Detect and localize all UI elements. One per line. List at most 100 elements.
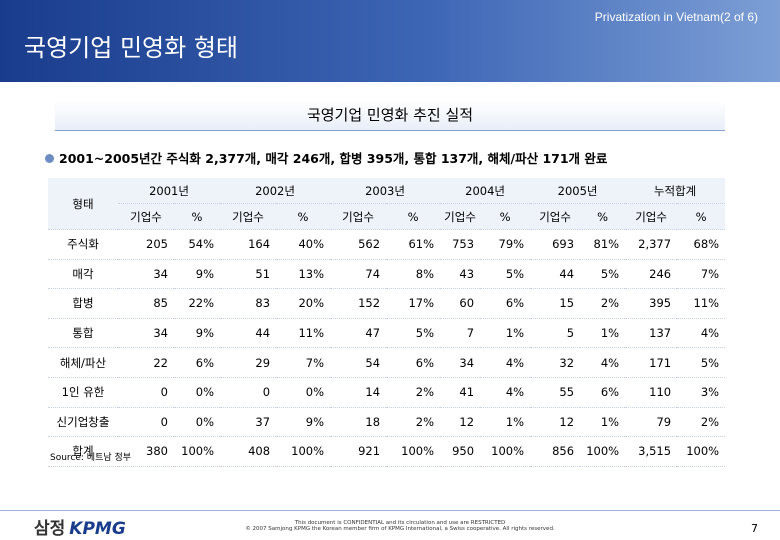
- cell: 34: [118, 318, 174, 349]
- cell: 1%: [580, 407, 626, 438]
- cell: 9%: [174, 259, 221, 290]
- cell: 2%: [677, 407, 726, 438]
- cell: 0%: [276, 377, 331, 408]
- cell: 22%: [174, 288, 221, 319]
- cell: 6%: [480, 288, 531, 319]
- sub-header: %: [480, 203, 531, 230]
- cell: 152: [330, 288, 387, 319]
- cell: 4%: [580, 347, 626, 378]
- cell: 12: [530, 407, 581, 438]
- notice: This document is CONFIDENTIAL and its ci…: [230, 520, 570, 532]
- cell: 408: [220, 436, 277, 467]
- notice-text: This document is CONFIDENTIAL and its ci…: [294, 520, 506, 526]
- sub-header: %: [174, 203, 221, 230]
- cell: 950: [440, 436, 481, 467]
- row-label: 주식화: [48, 229, 118, 260]
- cell: 6%: [386, 347, 441, 378]
- corner-header: 형태: [48, 178, 118, 230]
- cell: 51: [220, 259, 277, 290]
- cell: 41: [440, 377, 481, 408]
- cell: 34: [440, 347, 481, 378]
- cell: 60: [440, 288, 481, 319]
- group-header: 2002년: [220, 178, 331, 204]
- table-row: 신기업창출 0 0% 37 9% 18 2% 12 1% 12 1% 79 2%: [48, 407, 726, 438]
- section-label: Privatization in Vietnam(2 of 6): [594, 10, 758, 24]
- row-label: 매각: [48, 259, 118, 290]
- cell: 7%: [276, 347, 331, 378]
- row-label: 신기업창출: [48, 407, 118, 438]
- cell: 74: [330, 259, 387, 290]
- cell: 100%: [580, 436, 626, 467]
- group-header: 2001년: [118, 178, 221, 204]
- logo: 삼정 KPMG: [34, 514, 126, 539]
- bullet: 2001~2005년간 주식화 2,377개, 매각 246개, 합병 395개…: [45, 148, 607, 167]
- cell: 79: [625, 407, 678, 438]
- row-label: 통합: [48, 318, 118, 349]
- cell: 100%: [386, 436, 441, 467]
- table-row: 합계 380 100% 408 100% 921 100% 950 100% 856 100% 3,5…: [48, 436, 726, 467]
- cell: 205: [118, 229, 174, 260]
- cell: 61%: [386, 229, 441, 260]
- cell: 100%: [276, 436, 331, 467]
- cell: 753: [440, 229, 481, 260]
- sub-header: %: [386, 203, 441, 230]
- copyright: © 2007 Samjong KPMG the Korean member fi…: [245, 526, 555, 532]
- cell: 79%: [480, 229, 531, 260]
- cell: 85: [118, 288, 174, 319]
- cell: 0%: [174, 377, 221, 408]
- footer-line: [0, 510, 780, 511]
- table-row: 1인 유한 0 0% 0 0% 14 2% 41 4% 55 6% 110 3%: [48, 377, 726, 408]
- cell: 5: [530, 318, 581, 349]
- cell: 12: [440, 407, 481, 438]
- cell: 3,515: [625, 436, 678, 467]
- cell: 6%: [174, 347, 221, 378]
- cell: 2%: [580, 288, 626, 319]
- cell: 9%: [174, 318, 221, 349]
- logo-en: KPMG: [69, 519, 126, 539]
- subtitle: 국영기업 민영화 추진 실적: [55, 100, 725, 131]
- page-number: 7: [751, 522, 758, 535]
- cell: 29: [220, 347, 277, 378]
- cell: 3%: [677, 377, 726, 408]
- row-label: 1인 유한: [48, 377, 118, 408]
- cell: 7%: [677, 259, 726, 290]
- sub-header: 기업수: [330, 203, 387, 230]
- row-label: 해체/파산: [48, 347, 118, 378]
- table-row: 해체/파산 22 6% 29 7% 54 6% 34 4% 32 4% 171 5%: [48, 347, 726, 378]
- cell: 8%: [386, 259, 441, 290]
- cell: 13%: [276, 259, 331, 290]
- cell: 7: [440, 318, 481, 349]
- table-row: 매각 34 9% 51 13% 74 8% 43 5% 44 5% 246 7%: [48, 259, 726, 290]
- cell: 47: [330, 318, 387, 349]
- cell: 5%: [677, 347, 726, 378]
- sub-header: %: [677, 203, 726, 230]
- logo-ko: 삼정: [34, 519, 66, 539]
- cell: 5%: [480, 259, 531, 290]
- cell: 68%: [677, 229, 726, 260]
- cell: 380: [118, 436, 174, 467]
- cell: 40%: [276, 229, 331, 260]
- group-header: 2005년: [530, 178, 626, 204]
- sub-header: 기업수: [440, 203, 481, 230]
- cell: 4%: [480, 347, 531, 378]
- cell: 1%: [480, 407, 531, 438]
- cell: 22: [118, 347, 174, 378]
- cell: 100%: [677, 436, 726, 467]
- cell: 55: [530, 377, 581, 408]
- cell: 137: [625, 318, 678, 349]
- sub-header: 기업수: [530, 203, 581, 230]
- cell: 1%: [480, 318, 531, 349]
- cell: 110: [625, 377, 678, 408]
- cell: 2%: [386, 377, 441, 408]
- cell: 856: [530, 436, 581, 467]
- cell: 100%: [174, 436, 221, 467]
- row-label: 합병: [48, 288, 118, 319]
- cell: 37: [220, 407, 277, 438]
- cell: 562: [330, 229, 387, 260]
- cell: 2,377: [625, 229, 678, 260]
- cell: 5%: [386, 318, 441, 349]
- cell: 20%: [276, 288, 331, 319]
- cell: 1%: [580, 318, 626, 349]
- cell: 395: [625, 288, 678, 319]
